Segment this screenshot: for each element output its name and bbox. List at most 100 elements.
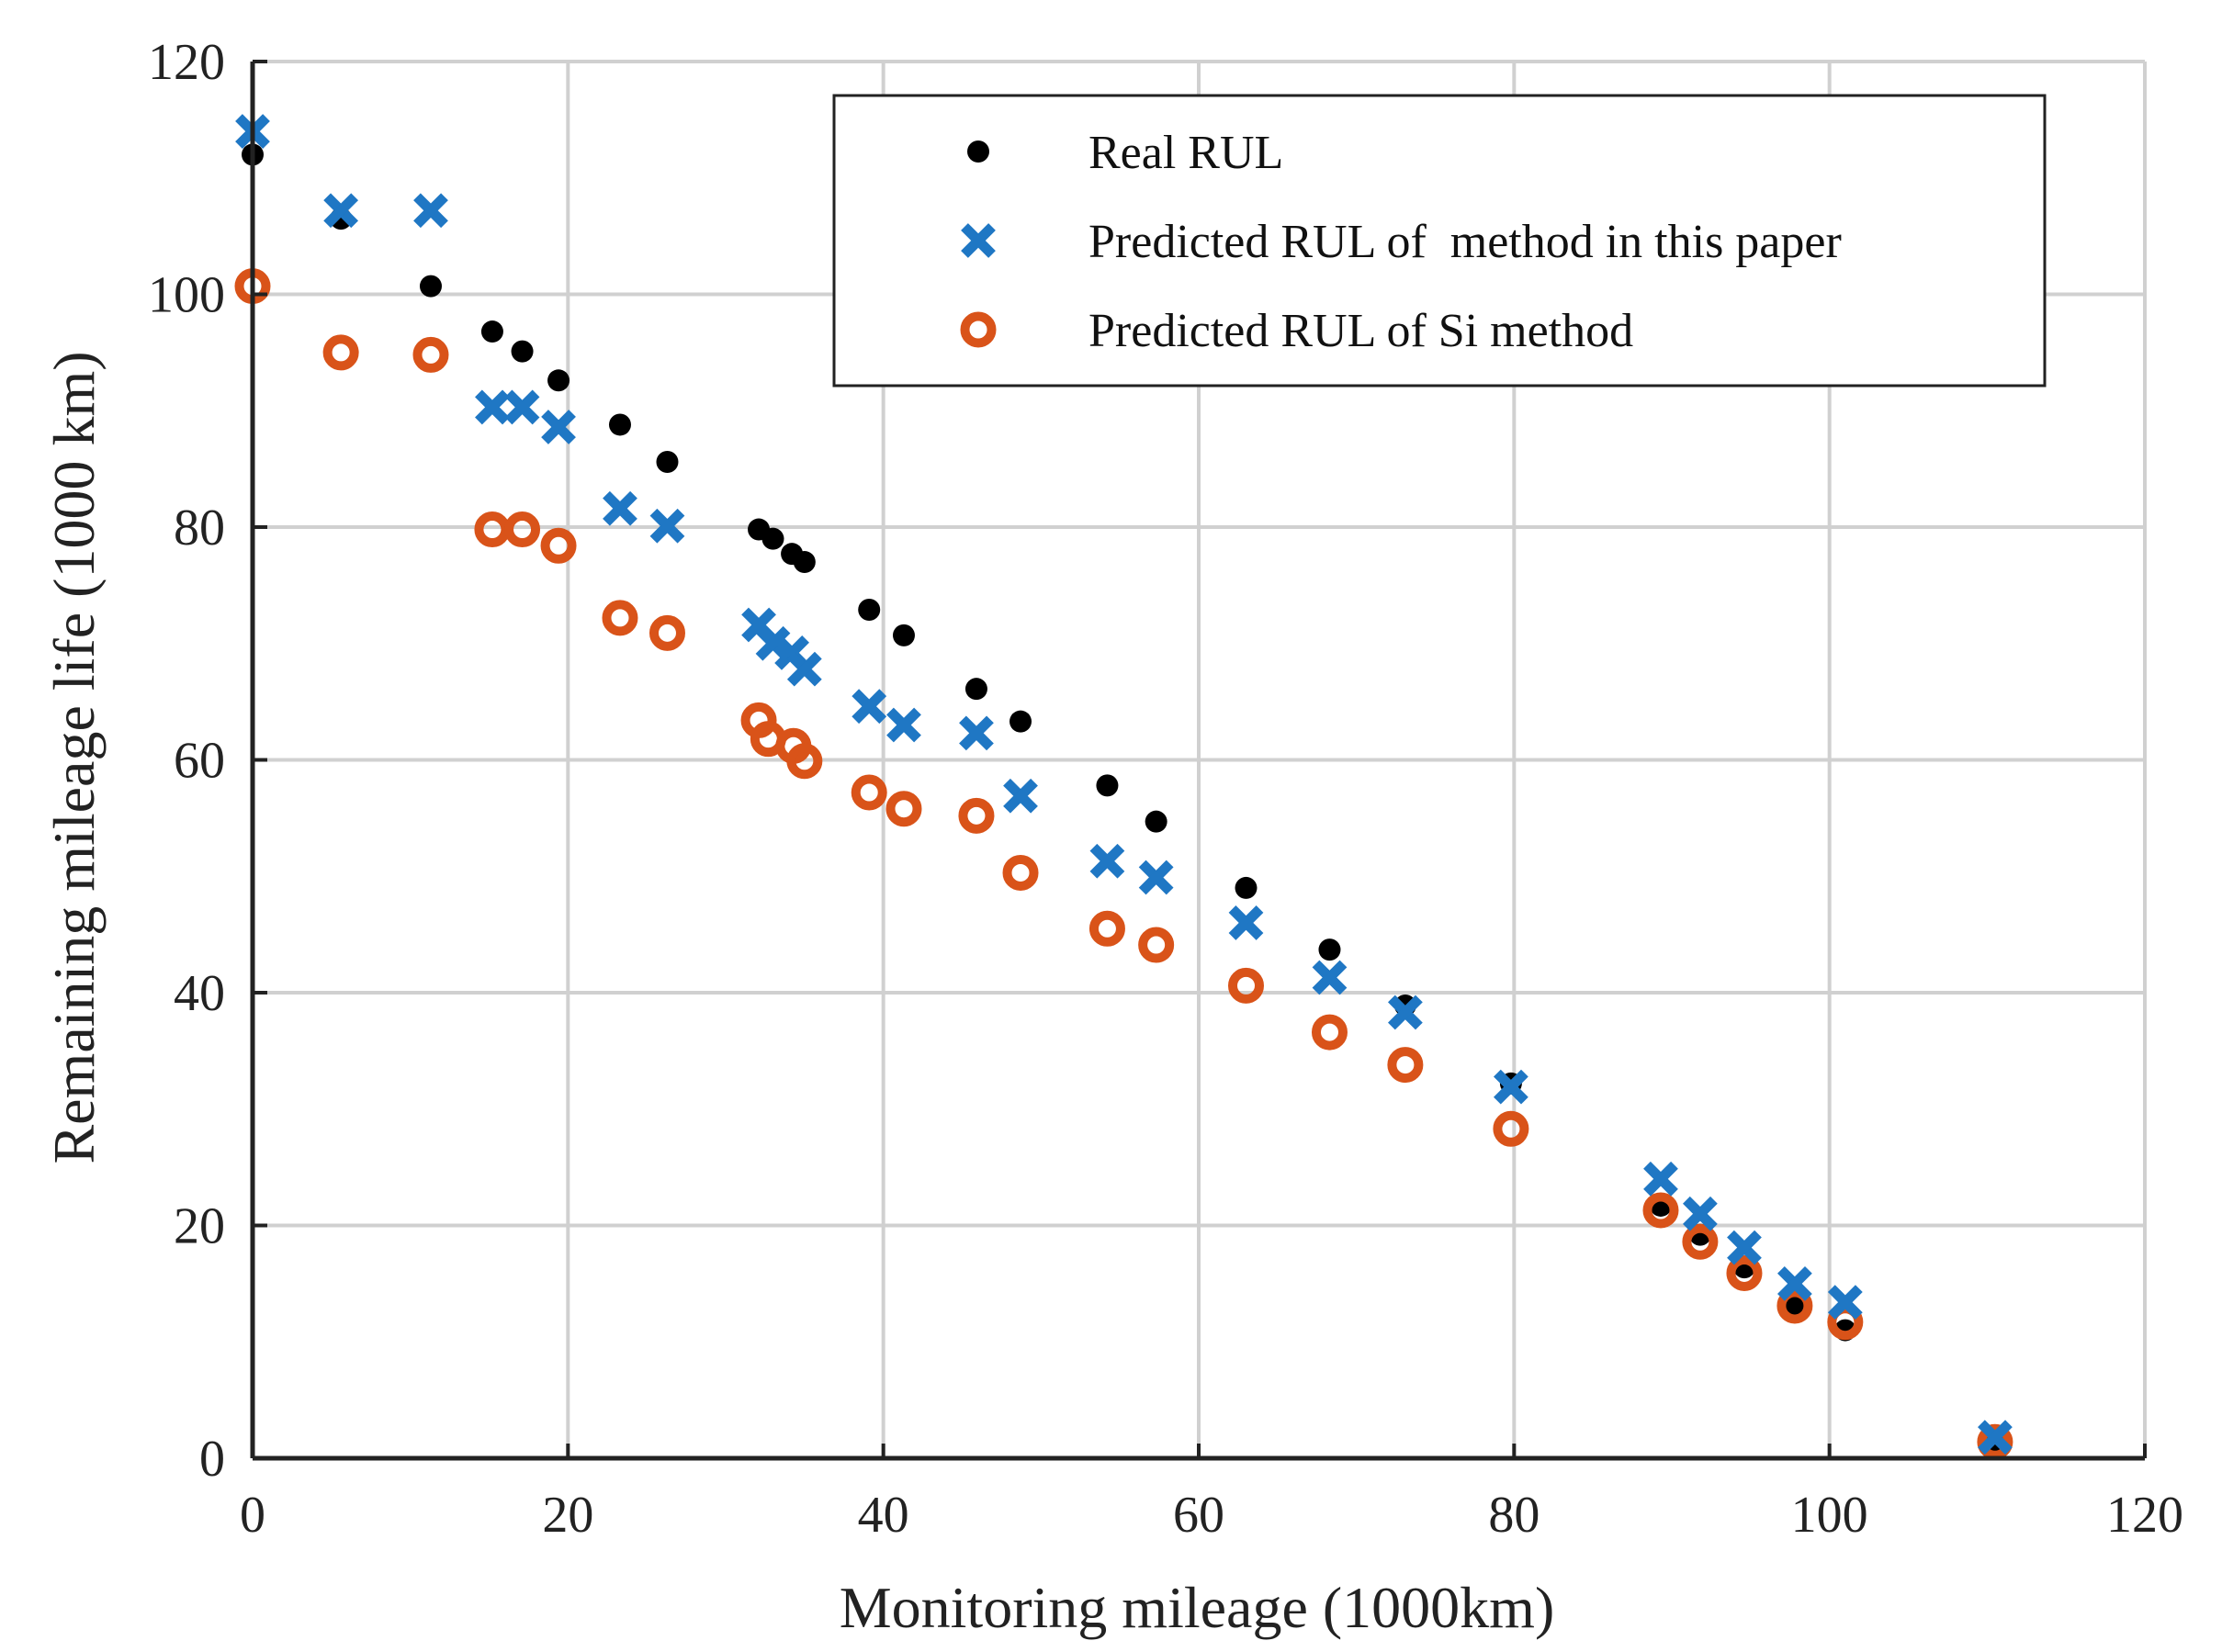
- x-marker-stroke: [741, 607, 776, 643]
- y-tick-label: 120: [148, 34, 225, 91]
- paper-method-point: [1494, 1069, 1528, 1105]
- si-method-point: [1138, 927, 1175, 963]
- paper-method-point: [1312, 960, 1348, 995]
- si-method-point: [1228, 967, 1264, 1004]
- x-marker-stroke: [1827, 1285, 1863, 1320]
- si-method-point: [1776, 1287, 1813, 1324]
- x-marker-stroke: [1978, 1420, 2013, 1455]
- paper-method-point: [1827, 1285, 1863, 1320]
- si-method-point: [1088, 910, 1125, 947]
- real-rul-point: [1145, 810, 1167, 833]
- x-marker-stroke: [1138, 860, 1174, 895]
- x-marker-stroke: [413, 193, 448, 229]
- paper-method-point: [323, 193, 359, 229]
- paper-method-point: [1777, 1265, 1812, 1301]
- real-rul-point: [964, 678, 987, 701]
- real-rul-point: [1096, 774, 1119, 797]
- x-tick-label: 60: [1173, 1487, 1224, 1544]
- si-method-point: [1642, 1192, 1679, 1229]
- x-marker-stroke: [755, 625, 791, 661]
- si-method-point: [958, 797, 995, 834]
- paper-method-point: [959, 715, 994, 751]
- si-method-point: [649, 614, 685, 651]
- paper-method-point: [504, 389, 540, 425]
- paper-method-point: [1727, 1230, 1762, 1265]
- real-rul-point: [793, 551, 816, 574]
- x-marker-stroke: [1683, 1196, 1718, 1231]
- si-method-point: [851, 774, 887, 811]
- real-rul-point: [419, 275, 442, 298]
- si-method-point: [322, 334, 359, 371]
- paper-method-point: [649, 508, 685, 544]
- x-tick-label: 100: [1791, 1487, 1868, 1544]
- y-tick-label: 100: [148, 267, 225, 324]
- real-rul-point: [608, 413, 631, 436]
- real-rul-point: [480, 320, 503, 343]
- real-rul-point: [1009, 710, 1032, 733]
- real-rul-point: [547, 369, 570, 392]
- si-method-point: [602, 600, 638, 636]
- paper-method-point: [475, 389, 510, 425]
- x-marker-stroke: [786, 651, 822, 687]
- tick-labels: 0 20 40 60 80 100 120 0 20 40 60 80 100 120: [148, 34, 2183, 1544]
- paper-method-point: [1683, 1196, 1718, 1231]
- x-marker-stroke: [1089, 843, 1125, 879]
- legend-label: Real RUL: [1088, 127, 1283, 179]
- paper-method-point: [1228, 905, 1264, 940]
- x-axis-label: Monitoring mileage (1000km): [840, 1575, 1555, 1640]
- x-marker-stroke: [649, 508, 685, 544]
- x-marker-stroke: [961, 223, 996, 258]
- si-method-point: [1682, 1223, 1719, 1260]
- paper-method-point: [886, 707, 921, 743]
- x-marker-stroke: [1387, 995, 1423, 1030]
- paper-method-point: [786, 651, 822, 687]
- x-marker-stroke: [504, 389, 540, 425]
- real-rul-point: [656, 451, 679, 474]
- x-marker-stroke: [852, 689, 887, 725]
- paper-method-point: [1387, 995, 1423, 1030]
- x-marker-stroke: [1777, 1265, 1812, 1301]
- si-method-point: [1726, 1254, 1763, 1291]
- x-tick-label: 80: [1488, 1487, 1540, 1544]
- paper-method-point: [1003, 778, 1038, 814]
- x-marker-stroke: [886, 707, 921, 743]
- si-method-point: [412, 336, 449, 373]
- x-tick-label: 20: [542, 1487, 593, 1544]
- x-marker-stroke: [1003, 778, 1038, 814]
- paper-method-point: [1138, 860, 1174, 895]
- paper-method-point: [755, 625, 791, 661]
- legend-label: Predicted RUL of Si method: [1088, 305, 1633, 357]
- x-tick-label: 0: [240, 1487, 265, 1544]
- real-rul-point: [511, 340, 534, 363]
- real-rul-point: [858, 598, 881, 621]
- si-method-point: [885, 791, 922, 827]
- legend-item-real: Real RUL: [967, 127, 1283, 179]
- si-method-point: [540, 527, 577, 564]
- legend: Real RUL Predicted RUL of method in this …: [832, 94, 2047, 388]
- x-marker-stroke: [1727, 1230, 1762, 1265]
- axes: [250, 60, 2147, 1461]
- x-marker-stroke: [603, 490, 637, 526]
- paper-method-point: [541, 410, 576, 444]
- legend-label: Predicted RUL of method in this paper: [1088, 216, 1842, 268]
- legend-marker: [967, 140, 989, 163]
- y-tick-label: 20: [174, 1198, 225, 1255]
- si-method-point: [1311, 1014, 1348, 1051]
- real-rul-point: [892, 624, 915, 646]
- legend-box: [832, 94, 2047, 388]
- x-marker-stroke: [475, 389, 510, 425]
- y-axis-label: Remaining mileage life (1000 km): [41, 351, 107, 1163]
- x-marker-stroke: [1494, 1069, 1528, 1105]
- real-rul-point: [1318, 938, 1341, 961]
- paper-method-point: [1089, 843, 1125, 879]
- si-method-point: [504, 511, 541, 548]
- legend-item-si-method: Predicted RUL of Si method: [960, 305, 1633, 357]
- si-method-point: [1977, 1423, 2013, 1460]
- paper-method-point: [603, 490, 637, 526]
- x-marker-stroke: [959, 715, 994, 751]
- y-tick-label: 40: [174, 965, 225, 1022]
- si-method-point: [1002, 854, 1039, 891]
- si-method-point: [786, 743, 823, 780]
- paper-method-point: [852, 689, 887, 725]
